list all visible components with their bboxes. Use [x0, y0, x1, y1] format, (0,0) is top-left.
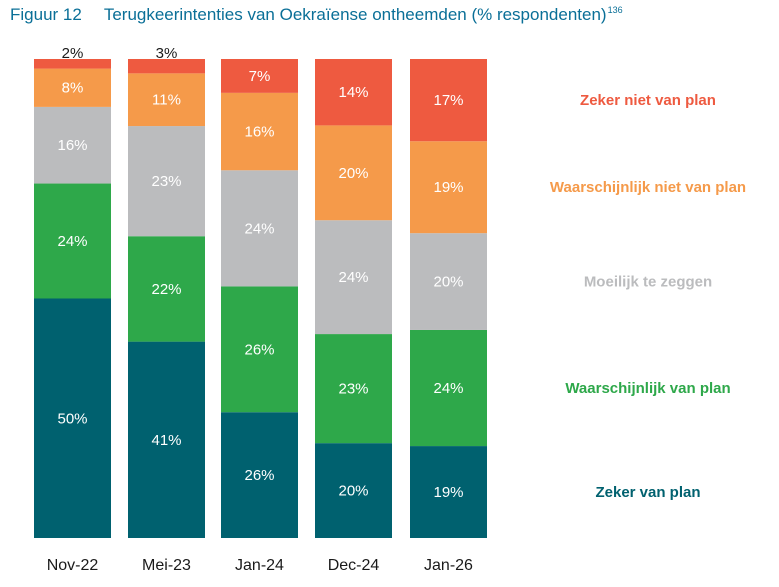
figure-label: Figuur 12	[10, 5, 82, 24]
data-label: 14%	[338, 84, 368, 101]
bar-segment	[221, 92, 298, 171]
data-label: 20%	[433, 274, 463, 291]
bar-segment	[410, 59, 487, 142]
x-tick-label: Dec-24	[328, 557, 380, 574]
bar-segment	[128, 126, 205, 237]
x-tick-label: Jan-24	[235, 557, 284, 574]
bar-segment	[221, 412, 298, 538]
data-label: 26%	[244, 467, 274, 484]
bar-segment	[410, 233, 487, 330]
bar-segment	[34, 68, 111, 107]
bar-segment	[34, 298, 111, 538]
bar-segment	[221, 170, 298, 287]
data-label: 16%	[244, 124, 274, 141]
data-label: 19%	[433, 484, 463, 501]
bar-segment	[315, 334, 392, 444]
bar-segment	[128, 341, 205, 538]
bar-segment	[315, 443, 392, 538]
x-tick-label: Mei-23	[142, 557, 191, 574]
bar-segment	[34, 106, 111, 184]
data-label: 16%	[57, 137, 87, 154]
data-label: 17%	[433, 92, 463, 109]
data-label: 22%	[151, 281, 181, 298]
data-label: 23%	[151, 173, 181, 190]
bar-segment	[315, 59, 392, 126]
data-label: 8%	[62, 80, 84, 97]
data-label: 50%	[57, 410, 87, 427]
data-label: 7%	[249, 68, 271, 85]
data-label: 20%	[338, 165, 368, 182]
bar-segment	[34, 183, 111, 299]
bar-segment	[315, 220, 392, 335]
bar-segment	[410, 329, 487, 447]
legend-label: Waarschijnlijk van plan	[565, 380, 730, 397]
legend-label: Zeker van plan	[595, 484, 700, 501]
figure-header: Figuur 12 Terugkeerintenties van Oekraïe…	[10, 5, 623, 29]
bar-segment	[410, 446, 487, 538]
legend-label: Zeker niet van plan	[580, 92, 716, 109]
bar-segment	[410, 141, 487, 234]
bar-segment	[128, 236, 205, 342]
legend-label: Waarschijnlijk niet van plan	[550, 179, 746, 196]
data-label: 20%	[338, 483, 368, 500]
bar-segment	[221, 286, 298, 413]
data-label: 2%	[62, 45, 84, 62]
data-label: 23%	[338, 381, 368, 398]
x-tick-label: Nov-22	[47, 557, 99, 574]
data-label: 24%	[433, 380, 463, 397]
figure-title: Terugkeerintenties van Oekraïense onthee…	[104, 5, 623, 25]
bar-segment	[128, 73, 205, 127]
bar-segment	[315, 125, 392, 221]
data-label: 19%	[433, 179, 463, 196]
data-label: 24%	[338, 269, 368, 286]
data-label: 24%	[57, 233, 87, 250]
x-tick-label: Jan-26	[424, 557, 473, 574]
data-label: 3%	[156, 45, 178, 62]
bar-segment	[34, 59, 111, 69]
bar-segment	[221, 59, 298, 93]
data-label: 24%	[244, 220, 274, 237]
footnote-ref: 136	[607, 5, 623, 16]
legend-label: Moeilijk te zeggen	[584, 274, 712, 291]
bar-segment	[128, 59, 205, 74]
figure-title-text: Terugkeerintenties van Oekraïense onthee…	[103, 5, 607, 24]
data-label: 41%	[151, 432, 181, 449]
data-label: 26%	[244, 341, 274, 358]
data-label: 11%	[152, 92, 181, 109]
